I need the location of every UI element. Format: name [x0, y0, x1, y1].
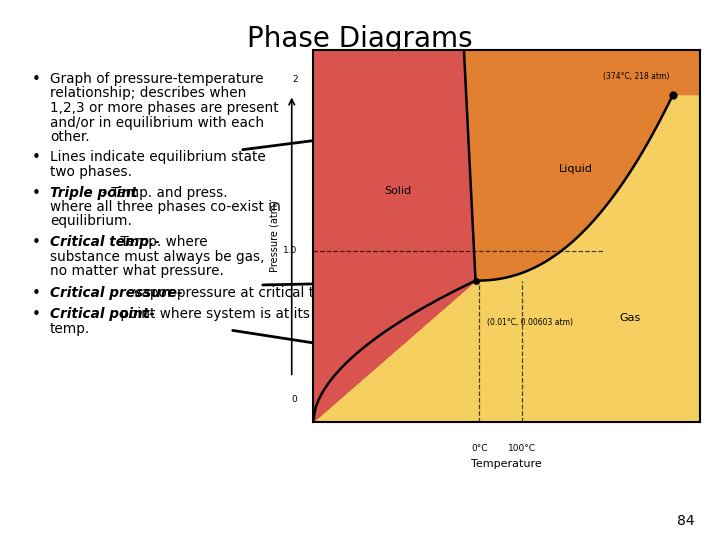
- Text: point where system is at its critical pressure and: point where system is at its critical pr…: [116, 307, 454, 321]
- Text: Liquid: Liquid: [559, 164, 593, 174]
- Text: 100°C: 100°C: [508, 444, 536, 453]
- Text: temp.: temp.: [50, 321, 90, 335]
- Text: Lines indicate equilibrium state: Lines indicate equilibrium state: [50, 151, 266, 165]
- Polygon shape: [313, 50, 700, 422]
- Text: •: •: [32, 186, 41, 200]
- Text: •: •: [32, 307, 41, 322]
- Text: 0: 0: [292, 395, 297, 404]
- Text: 84: 84: [678, 514, 695, 528]
- Text: (374°C, 218 atm): (374°C, 218 atm): [603, 71, 670, 80]
- Text: where all three phases co-exist in: where all three phases co-exist in: [50, 200, 281, 214]
- Text: Temperature: Temperature: [471, 459, 542, 469]
- Text: 1.0: 1.0: [283, 246, 297, 255]
- Text: Graph of pressure-temperature: Graph of pressure-temperature: [50, 72, 264, 86]
- Polygon shape: [464, 50, 700, 281]
- Text: no matter what pressure.: no matter what pressure.: [50, 264, 224, 278]
- Text: 2: 2: [292, 75, 297, 84]
- Text: 0°C: 0°C: [471, 444, 487, 453]
- Text: •: •: [32, 72, 41, 87]
- Text: •: •: [32, 287, 41, 301]
- Text: and/or in equilibrium with each: and/or in equilibrium with each: [50, 116, 264, 130]
- Text: Solid: Solid: [384, 186, 412, 197]
- Text: Phase Diagrams: Phase Diagrams: [247, 25, 473, 53]
- Text: 1,2,3 or more phases are present: 1,2,3 or more phases are present: [50, 101, 279, 115]
- Text: two phases.: two phases.: [50, 165, 132, 179]
- Text: Critical point-: Critical point-: [50, 307, 155, 321]
- Text: equilibrium.: equilibrium.: [50, 214, 132, 228]
- Text: Critical temp.-: Critical temp.-: [50, 235, 160, 249]
- Text: relationship; describes when: relationship; describes when: [50, 86, 246, 100]
- Text: Gas: Gas: [620, 313, 641, 323]
- Text: vapor pressure at critical temp.: vapor pressure at critical temp.: [129, 287, 348, 300]
- Text: (0.01°C, 0.00603 atm): (0.01°C, 0.00603 atm): [487, 318, 573, 327]
- Text: •: •: [32, 235, 41, 250]
- Text: Pressure (atm): Pressure (atm): [269, 200, 279, 272]
- Text: Critical pressure-: Critical pressure-: [50, 287, 183, 300]
- Text: other.: other.: [50, 130, 89, 144]
- Polygon shape: [313, 50, 475, 422]
- Text: - Temp. and press.: - Temp. and press.: [102, 186, 228, 199]
- Text: Temp. where: Temp. where: [116, 235, 207, 249]
- Text: •: •: [32, 151, 41, 165]
- Text: Triple point: Triple point: [50, 186, 138, 199]
- Text: substance must always be gas,: substance must always be gas,: [50, 249, 264, 264]
